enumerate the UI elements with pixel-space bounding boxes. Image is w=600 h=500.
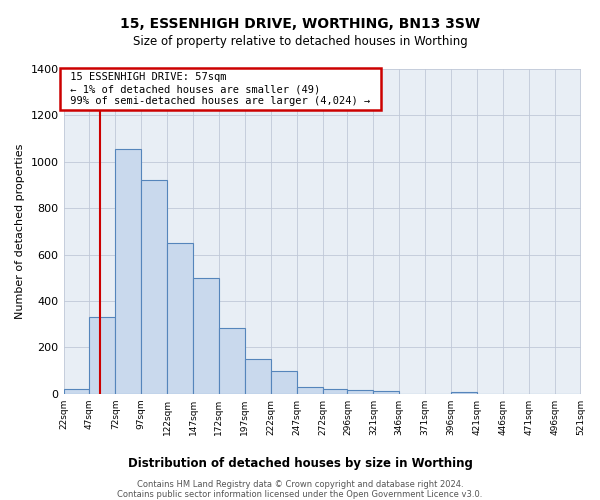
Text: Contains public sector information licensed under the Open Government Licence v3: Contains public sector information licen…: [118, 490, 482, 499]
Bar: [115, 149, 141, 394]
Y-axis label: Number of detached properties: Number of detached properties: [15, 144, 25, 319]
Bar: [323, 389, 347, 394]
Bar: [373, 392, 399, 394]
Bar: [193, 278, 219, 394]
Text: 15 ESSENHIGH DRIVE: 57sqm
 ← 1% of detached houses are smaller (49)
 99% of semi: 15 ESSENHIGH DRIVE: 57sqm ← 1% of detach…: [64, 72, 377, 106]
Bar: [271, 370, 296, 394]
Bar: [167, 243, 193, 394]
Text: Size of property relative to detached houses in Worthing: Size of property relative to detached ho…: [133, 35, 467, 48]
Bar: [64, 389, 89, 394]
Bar: [451, 392, 477, 394]
Bar: [89, 317, 115, 394]
Bar: [296, 387, 323, 394]
Bar: [347, 390, 373, 394]
Text: Contains HM Land Registry data © Crown copyright and database right 2024.: Contains HM Land Registry data © Crown c…: [137, 480, 463, 489]
Text: 15, ESSENHIGH DRIVE, WORTHING, BN13 3SW: 15, ESSENHIGH DRIVE, WORTHING, BN13 3SW: [120, 18, 480, 32]
Bar: [219, 328, 245, 394]
Text: Distribution of detached houses by size in Worthing: Distribution of detached houses by size …: [128, 458, 472, 470]
Bar: [141, 180, 167, 394]
Bar: [245, 359, 271, 394]
